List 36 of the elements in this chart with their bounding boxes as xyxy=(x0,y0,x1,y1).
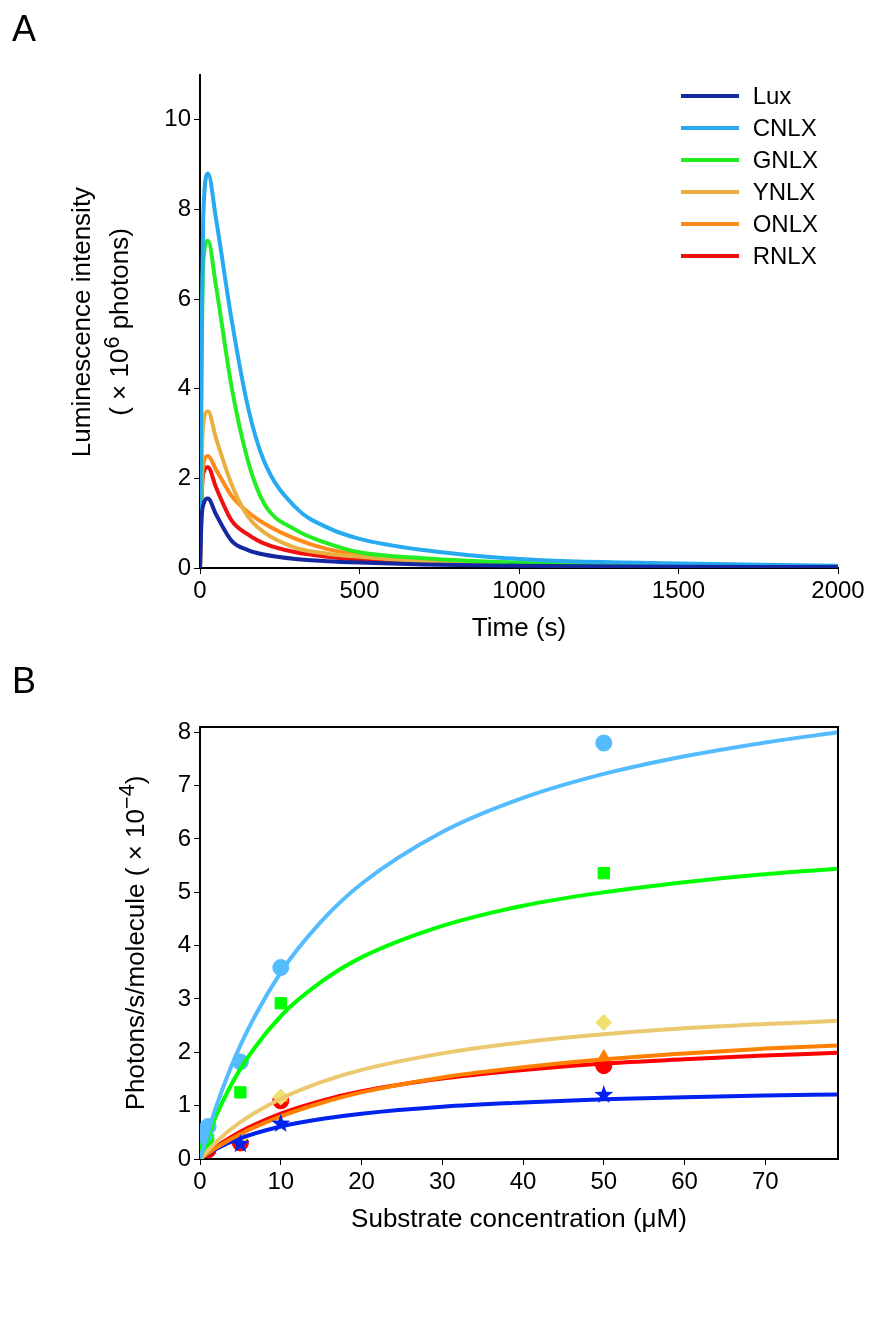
legend-label: RNLX xyxy=(752,242,817,270)
x-tick-label: 50 xyxy=(590,1167,618,1195)
x-axis-title: Substrate concentration (μM) xyxy=(351,1203,687,1234)
chart-title: B xyxy=(12,660,37,702)
y-tick-label: 0 xyxy=(177,1143,191,1171)
legend-label: GNLX xyxy=(752,146,818,174)
y-tick-label: 0 xyxy=(177,552,191,580)
x-tick-label: 40 xyxy=(509,1167,537,1195)
y-tick-label: 6 xyxy=(177,283,191,311)
y-tick-label: 4 xyxy=(177,930,191,958)
x-tick-label: 10 xyxy=(267,1167,295,1195)
legend-label: ONLX xyxy=(752,210,818,238)
y-tick-label: 1 xyxy=(177,1090,191,1118)
y-tick-label: 2 xyxy=(177,462,191,490)
x-tick-label: 20 xyxy=(348,1167,375,1195)
y-tick-label: 8 xyxy=(177,194,191,222)
y-tick-label: 3 xyxy=(177,983,191,1011)
y-tick-label: 5 xyxy=(177,876,191,904)
y-tick-label: 2 xyxy=(177,1036,191,1064)
x-axis-title: Time (s) xyxy=(471,612,567,643)
x-tick-label: 500 xyxy=(339,576,380,604)
legend-label: YNLX xyxy=(752,178,816,206)
y-tick-label: 6 xyxy=(177,823,191,851)
chart-title: A xyxy=(12,8,37,50)
y-tick-label: 4 xyxy=(177,373,191,401)
legend-label: Lux xyxy=(752,82,792,110)
x-tick-label: 1000 xyxy=(492,576,546,604)
x-tick-label: 2000 xyxy=(811,576,865,604)
x-tick-label: 70 xyxy=(751,1167,779,1195)
y-tick-label: 8 xyxy=(177,716,191,744)
x-tick-label: 60 xyxy=(671,1167,698,1195)
x-tick-label: 1500 xyxy=(651,576,706,604)
legend-label: CNLX xyxy=(752,114,817,142)
y-tick-label: 7 xyxy=(177,770,191,798)
x-tick-label: 30 xyxy=(428,1167,456,1195)
y-tick-label: 10 xyxy=(164,104,191,132)
